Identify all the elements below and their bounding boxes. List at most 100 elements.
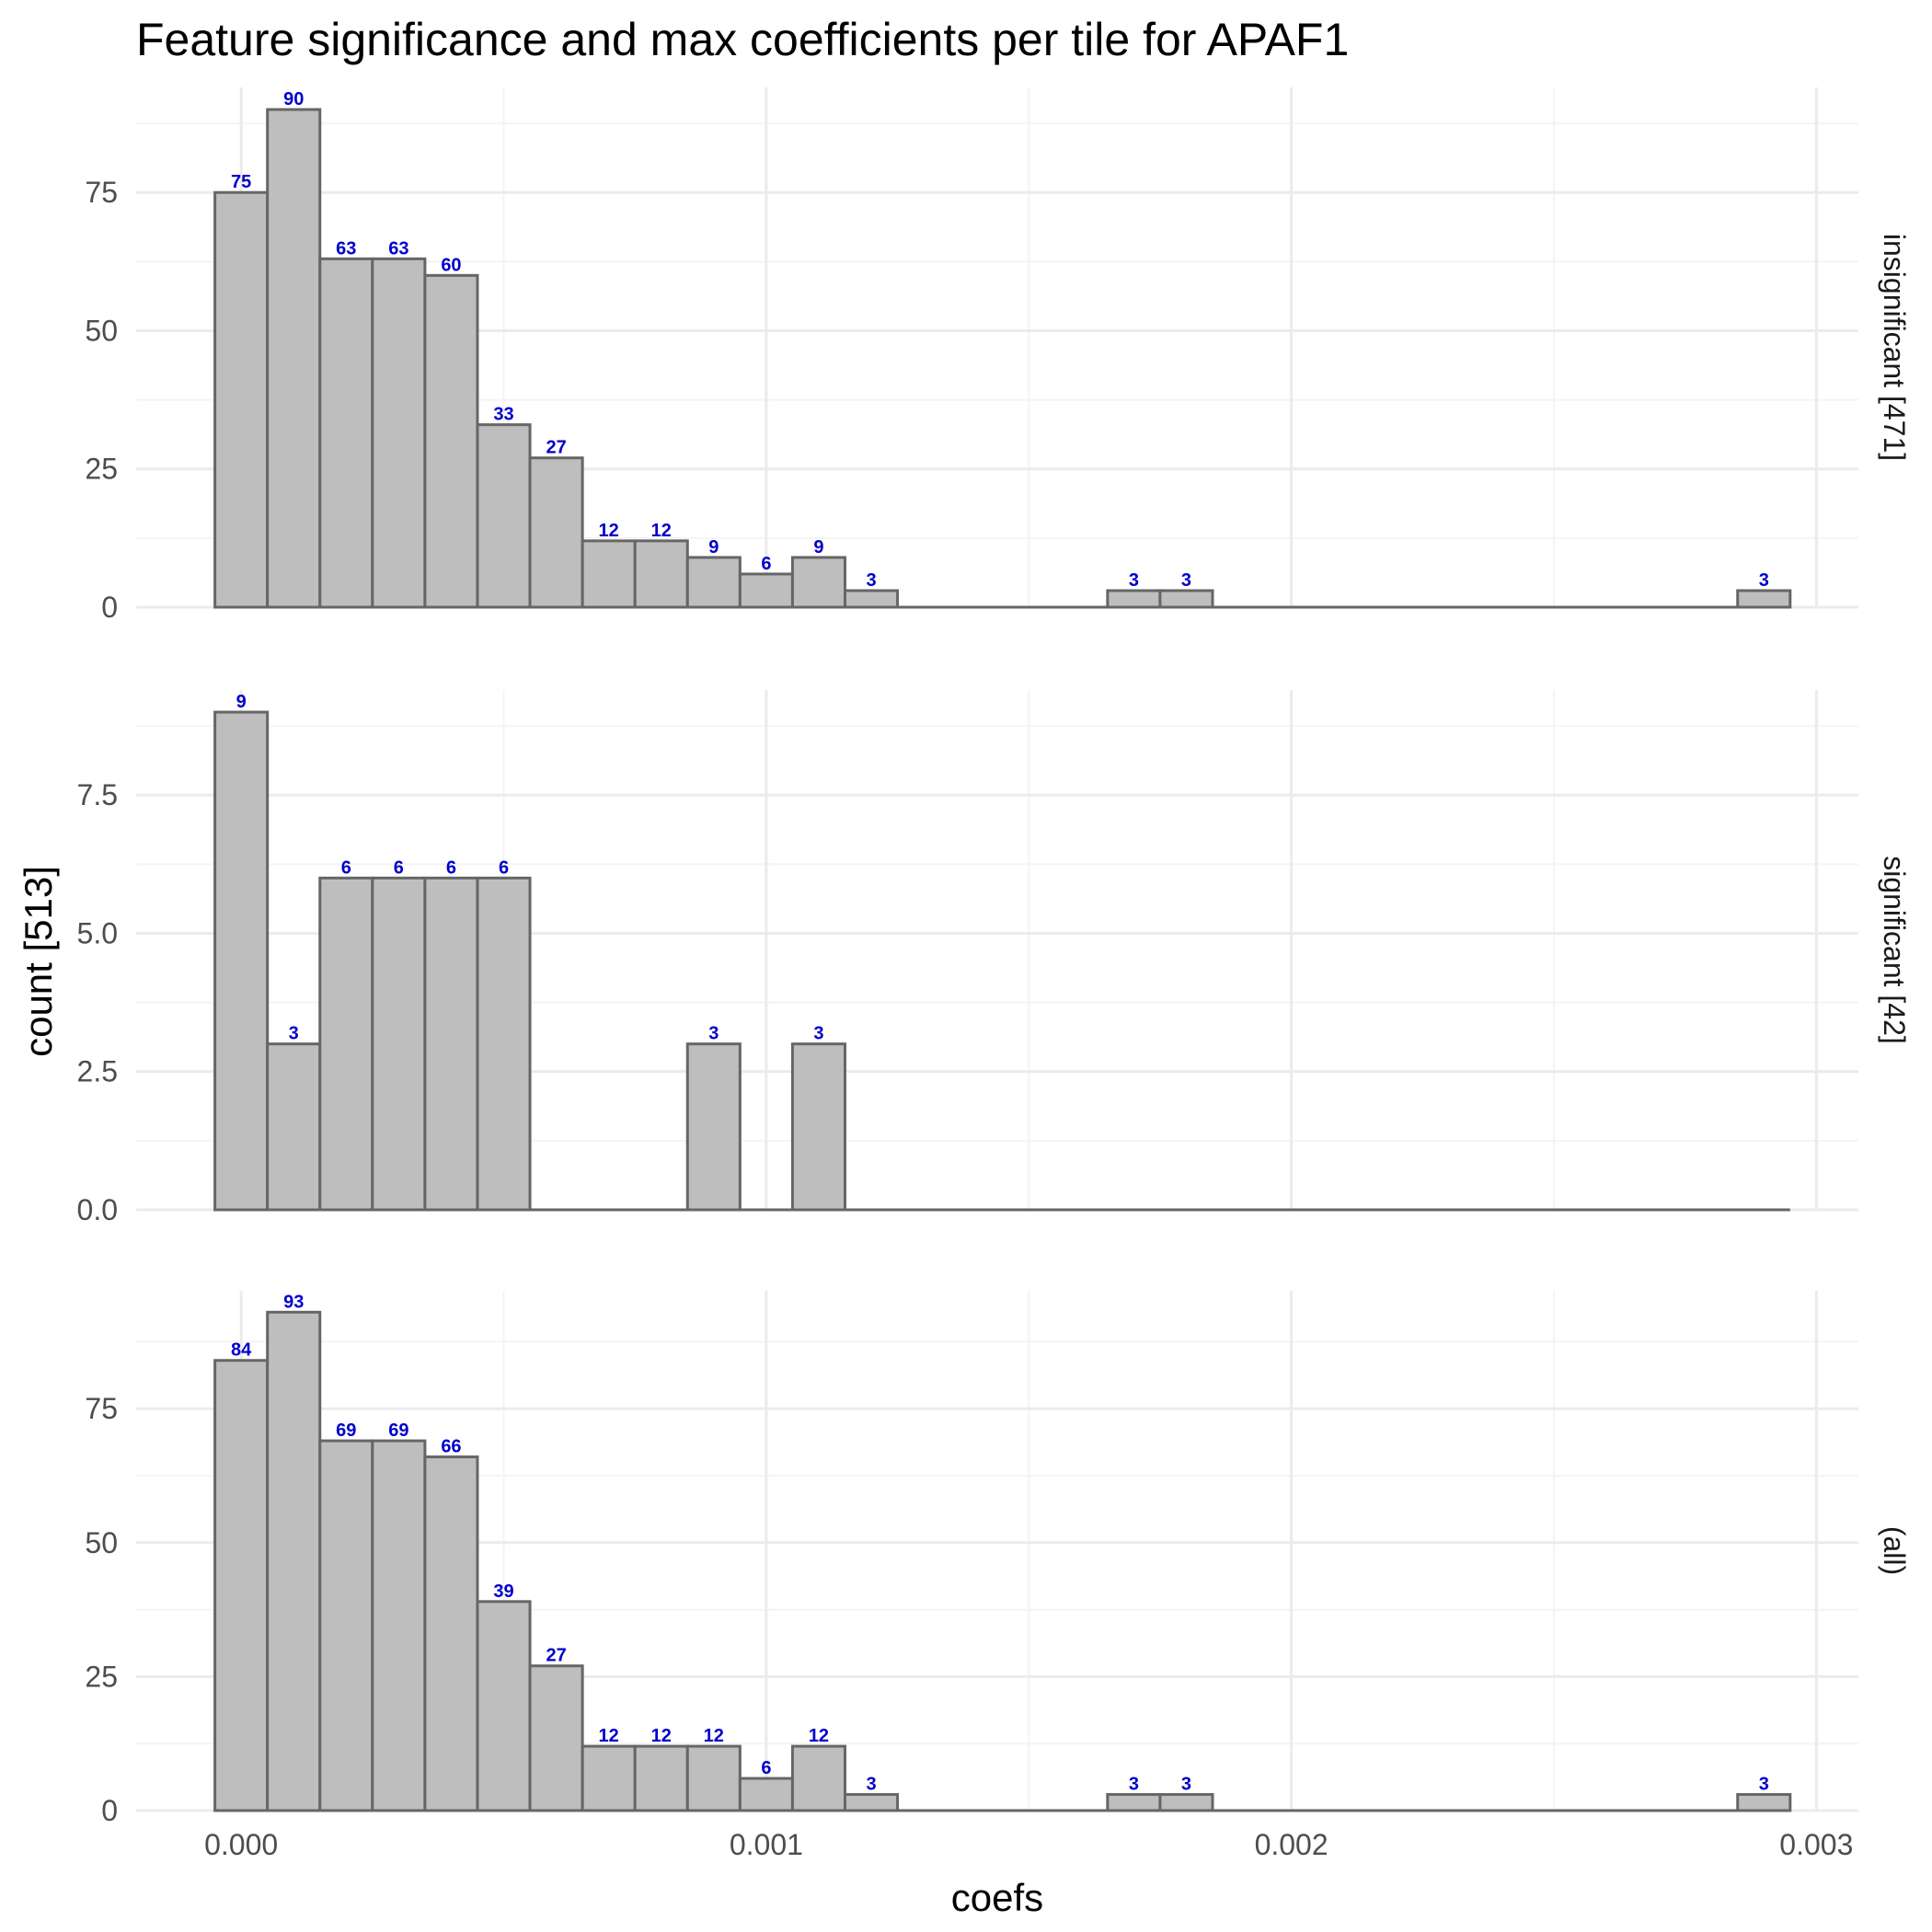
histogram-bar bbox=[581, 539, 637, 609]
histogram-bar bbox=[318, 257, 374, 609]
histogram-bar bbox=[685, 1744, 742, 1812]
bar-count-label: 3 bbox=[813, 1024, 823, 1044]
histogram-bar bbox=[213, 190, 270, 609]
y-tick-label: 25 bbox=[85, 453, 118, 486]
histogram-bar bbox=[738, 572, 794, 609]
bar-count-label: 3 bbox=[1129, 1775, 1139, 1795]
histogram-bar bbox=[213, 1359, 270, 1812]
y-tick-label: 7.5 bbox=[77, 778, 118, 811]
bar-count-label: 12 bbox=[599, 1726, 619, 1746]
bar-count-label: 33 bbox=[493, 405, 513, 425]
bar-count-label: 27 bbox=[546, 438, 566, 458]
histogram-bar bbox=[633, 539, 689, 609]
histogram-bar bbox=[423, 273, 479, 609]
histogram-bar bbox=[476, 1600, 532, 1812]
y-tick-label: 5.0 bbox=[77, 916, 118, 949]
facet-strip-label: insignificant [471] bbox=[1878, 234, 1911, 461]
y-tick-label: 75 bbox=[85, 1392, 118, 1425]
y-tick-label: 50 bbox=[85, 1526, 118, 1559]
bar-count-label: 3 bbox=[289, 1024, 299, 1044]
bar-count-label: 6 bbox=[341, 857, 351, 878]
histogram-bar bbox=[528, 1664, 584, 1812]
histogram-bar bbox=[423, 1455, 479, 1812]
bar-count-label: 3 bbox=[1181, 570, 1191, 591]
bar-count-label: 3 bbox=[1129, 570, 1139, 591]
x-tick-label: 0.002 bbox=[1255, 1828, 1328, 1861]
histogram-bar bbox=[528, 456, 584, 609]
bar-count-label: 12 bbox=[651, 1726, 672, 1746]
histogram-bar bbox=[476, 876, 532, 1212]
bar-count-label: 12 bbox=[704, 1726, 724, 1746]
histogram-bar bbox=[633, 1744, 689, 1812]
bar-count-label: 6 bbox=[499, 857, 509, 878]
bar-count-label: 9 bbox=[708, 537, 719, 558]
x-axis: 0.000 0.001 0.002 0.003 bbox=[204, 1828, 1853, 1861]
bar-count-label: 3 bbox=[1181, 1775, 1191, 1795]
y-tick-label: 0 bbox=[101, 591, 118, 624]
histogram-bar bbox=[266, 1042, 322, 1212]
bar-count-label: 60 bbox=[441, 255, 461, 275]
histogram-bar bbox=[371, 1439, 427, 1812]
facet-strip-label: significant [42] bbox=[1878, 856, 1911, 1044]
histogram-bar bbox=[581, 1744, 637, 1812]
bar-count-label: 6 bbox=[761, 554, 771, 574]
bar-count-label: 9 bbox=[813, 537, 823, 558]
x-axis-title: coefs bbox=[951, 1876, 1043, 1919]
histogram-bar bbox=[371, 876, 427, 1212]
y-tick-label: 75 bbox=[85, 176, 118, 209]
histogram-bar bbox=[1736, 1793, 1792, 1812]
histogram-bar bbox=[790, 556, 846, 609]
y-tick-label: 0 bbox=[101, 1794, 118, 1827]
histogram-bar bbox=[1158, 589, 1214, 609]
y-tick-label: 2.5 bbox=[77, 1055, 118, 1088]
bar-count-label: 69 bbox=[336, 1420, 356, 1441]
histogram-bar bbox=[266, 108, 322, 609]
histogram-bar bbox=[266, 1310, 322, 1812]
histogram-bar bbox=[476, 423, 532, 609]
bar-count-label: 27 bbox=[546, 1646, 566, 1666]
x-tick-label: 0.000 bbox=[204, 1828, 278, 1861]
bar-count-label: 12 bbox=[809, 1726, 829, 1746]
facet-panel-3: 0 25 50 75 84 93 69 69 66 39 27 12 12 12 6 12 3 3 3 3 (all) bbox=[85, 1291, 1911, 1827]
histogram-bar bbox=[371, 257, 427, 609]
bar-count-label: 3 bbox=[1759, 1775, 1769, 1795]
bar-count-label: 93 bbox=[283, 1292, 304, 1312]
chart-title: Feature significance and max coefficient… bbox=[136, 14, 1350, 65]
histogram-bar bbox=[318, 1439, 374, 1812]
bar-count-label: 12 bbox=[599, 521, 619, 541]
histogram-bar bbox=[1158, 1793, 1214, 1812]
histogram-bar bbox=[318, 876, 374, 1212]
bar-count-label: 3 bbox=[1759, 570, 1769, 591]
bar-count-label: 69 bbox=[388, 1420, 408, 1441]
histogram-bar bbox=[685, 1042, 742, 1212]
bar-count-label: 3 bbox=[866, 570, 876, 591]
x-tick-label: 0.003 bbox=[1779, 1828, 1853, 1861]
bar-count-label: 75 bbox=[231, 172, 251, 192]
facet-panel-2: 0.0 2.5 5.0 7.5 9 3 6 6 6 6 3 3 significant [42] bbox=[77, 690, 1911, 1226]
bar-count-label: 3 bbox=[708, 1024, 719, 1044]
histogram-bar bbox=[685, 556, 742, 609]
bar-count-label: 84 bbox=[231, 1340, 252, 1361]
histogram-bar bbox=[738, 1777, 794, 1812]
y-tick-label: 0.0 bbox=[77, 1193, 118, 1226]
histogram-bar bbox=[213, 710, 270, 1212]
y-tick-label: 25 bbox=[85, 1660, 118, 1693]
histogram-bar bbox=[843, 589, 900, 609]
histogram-bar bbox=[423, 876, 479, 1212]
facet-strip-label: (all) bbox=[1878, 1526, 1911, 1575]
bar-count-label: 6 bbox=[446, 857, 456, 878]
bar-count-label: 3 bbox=[866, 1775, 876, 1795]
bar-count-label: 66 bbox=[441, 1437, 461, 1457]
bar-count-label: 90 bbox=[283, 89, 304, 109]
histogram-bar bbox=[790, 1042, 846, 1212]
x-tick-label: 0.001 bbox=[730, 1828, 803, 1861]
bar-count-label: 6 bbox=[394, 857, 404, 878]
bar-count-label: 39 bbox=[493, 1581, 513, 1602]
bar-count-label: 63 bbox=[336, 238, 356, 259]
histogram-bar bbox=[1106, 589, 1162, 609]
bar-count-label: 63 bbox=[388, 238, 408, 259]
bar-count-label: 6 bbox=[761, 1758, 771, 1778]
